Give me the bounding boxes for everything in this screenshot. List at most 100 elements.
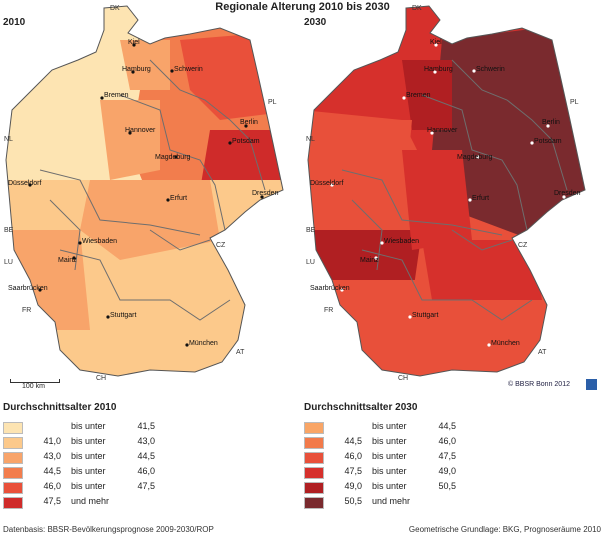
footer-geometry: Geometrische Grundlage: BKG, Prognoseräu…	[408, 525, 601, 534]
svg-text:Saarbrücken: Saarbrücken	[8, 285, 48, 292]
legend-row: bis unter 44,5	[304, 421, 594, 436]
copyright: © BBSR Bonn 2012	[508, 381, 570, 388]
svg-text:Saarbrücken: Saarbrücken	[310, 285, 350, 292]
svg-text:DK: DK	[110, 5, 120, 12]
svg-text:Dresden: Dresden	[554, 190, 581, 197]
city-labels-2010: Kiel Hamburg Schwerin Bremen Hannover Be…	[8, 39, 279, 347]
legend-swatch	[304, 467, 324, 479]
legend-title-2030: Durchschnittsalter 2030	[304, 402, 418, 413]
city-labels-2030: Kiel Hamburg Schwerin Bremen Hannover Be…	[310, 39, 581, 347]
svg-text:Dresden: Dresden	[252, 190, 279, 197]
legend-2030: Durchschnittsalter 2030 bis unter 44,5 44…	[304, 402, 594, 511]
svg-text:Potsdam: Potsdam	[232, 138, 260, 145]
svg-text:Stuttgart: Stuttgart	[110, 312, 137, 319]
svg-text:DK: DK	[412, 5, 422, 12]
svg-text:FR: FR	[22, 307, 31, 314]
svg-text:Düsseldorf: Düsseldorf	[310, 180, 344, 187]
svg-text:Erfurt: Erfurt	[170, 195, 187, 202]
svg-text:Berlin: Berlin	[542, 119, 560, 126]
svg-text:AT: AT	[538, 349, 547, 356]
svg-text:CZ: CZ	[216, 242, 226, 249]
svg-text:Magdeburg: Magdeburg	[457, 154, 493, 161]
legend-swatch	[3, 497, 23, 509]
svg-text:BE: BE	[4, 227, 14, 234]
svg-text:Hamburg: Hamburg	[424, 66, 453, 73]
svg-text:Hannover: Hannover	[125, 127, 156, 134]
city-dots-2010	[28, 43, 264, 347]
legend-swatch	[3, 452, 23, 464]
legend-title-2010: Durchschnittsalter 2010	[3, 402, 117, 413]
svg-text:AT: AT	[236, 349, 245, 356]
svg-text:CH: CH	[96, 375, 106, 382]
scale-line	[10, 379, 60, 383]
svg-text:Bremen: Bremen	[104, 92, 129, 99]
map-2010: Kiel Hamburg Schwerin Bremen Hannover Be…	[0, 0, 302, 395]
legend-row: 41,0 bis unter 43,0	[3, 436, 293, 451]
svg-text:Stuttgart: Stuttgart	[412, 312, 439, 319]
svg-text:CZ: CZ	[518, 242, 528, 249]
legend-swatch	[304, 497, 324, 509]
neighbor-labels-2030: DK NL PL BE LU CZ FR AT CH	[306, 5, 579, 382]
legend-row: 49,0 bis unter 50,5	[304, 481, 594, 496]
svg-text:München: München	[189, 340, 218, 347]
svg-text:Wiesbaden: Wiesbaden	[82, 238, 117, 245]
state-borders-2030	[341, 59, 568, 321]
svg-text:NL: NL	[306, 136, 315, 143]
scale-bar: 100 km	[10, 379, 60, 390]
svg-text:LU: LU	[4, 259, 13, 266]
legend-row: bis unter 41,5	[3, 421, 293, 436]
legend-2010: Durchschnittsalter 2010 bis unter 41,5 41…	[3, 402, 293, 511]
legend-row: 44,5 bis unter 46,0	[304, 436, 594, 451]
map-year-2010: 2010	[3, 17, 26, 28]
svg-text:Mainz: Mainz	[360, 257, 379, 264]
svg-text:Erfurt: Erfurt	[472, 195, 489, 202]
legend-swatch	[3, 467, 23, 479]
svg-text:LU: LU	[306, 259, 315, 266]
svg-text:Wiesbaden: Wiesbaden	[384, 238, 419, 245]
legend-row: 47,5 und mehr	[3, 496, 293, 511]
page-title: Regionale Alterung 2010 bis 2030	[215, 1, 390, 13]
svg-text:BE: BE	[306, 227, 316, 234]
neighbor-labels-2010: DK NL PL BE LU CZ FR AT CH	[4, 5, 277, 382]
svg-text:Düsseldorf: Düsseldorf	[8, 180, 42, 187]
svg-text:Magdeburg: Magdeburg	[155, 154, 191, 161]
svg-text:Bremen: Bremen	[406, 92, 431, 99]
legend-row: 50,5 und mehr	[304, 496, 594, 511]
svg-text:CH: CH	[398, 375, 408, 382]
svg-text:Kiel: Kiel	[128, 39, 140, 46]
regions-2030	[308, 6, 585, 376]
outline-2030	[307, 5, 586, 377]
svg-text:PL: PL	[570, 99, 579, 106]
svg-text:Kiel: Kiel	[430, 39, 442, 46]
legend-swatch	[3, 422, 23, 434]
svg-text:Schwerin: Schwerin	[476, 66, 505, 73]
svg-text:München: München	[491, 340, 520, 347]
legend-swatch	[3, 482, 23, 494]
legend-row: 47,5 bis unter 49,0	[304, 466, 594, 481]
regions-2010	[6, 6, 283, 376]
legend-row: 46,0 bis unter 47,5	[304, 451, 594, 466]
legend-swatch	[304, 437, 324, 449]
map-year-2030: 2030	[304, 17, 327, 28]
legend-swatch	[304, 482, 324, 494]
svg-text:PL: PL	[268, 99, 277, 106]
legend-swatch	[304, 452, 324, 464]
state-borders-2010	[39, 59, 266, 321]
svg-text:Hamburg: Hamburg	[122, 66, 151, 73]
svg-text:Berlin: Berlin	[240, 119, 258, 126]
svg-text:Hannover: Hannover	[427, 127, 458, 134]
legend-swatch	[304, 422, 324, 434]
map-2030: Kiel Hamburg Schwerin Bremen Hannover Be…	[302, 0, 604, 395]
svg-text:Potsdam: Potsdam	[534, 138, 562, 145]
svg-text:Schwerin: Schwerin	[174, 66, 203, 73]
city-dots-2030	[330, 43, 566, 347]
footer-source: Datenbasis: BBSR-Bevölkerungsprognose 20…	[3, 525, 214, 534]
svg-text:NL: NL	[4, 136, 13, 143]
legend-row: 43,0 bis unter 44,5	[3, 451, 293, 466]
scale-label: 100 km	[22, 383, 45, 390]
svg-text:FR: FR	[324, 307, 333, 314]
legend-swatch	[3, 437, 23, 449]
legend-row: 44,5 bis unter 46,0	[3, 466, 293, 481]
legend-row: 46,0 bis unter 47,5	[3, 481, 293, 496]
bbsr-logo-icon	[586, 379, 597, 390]
